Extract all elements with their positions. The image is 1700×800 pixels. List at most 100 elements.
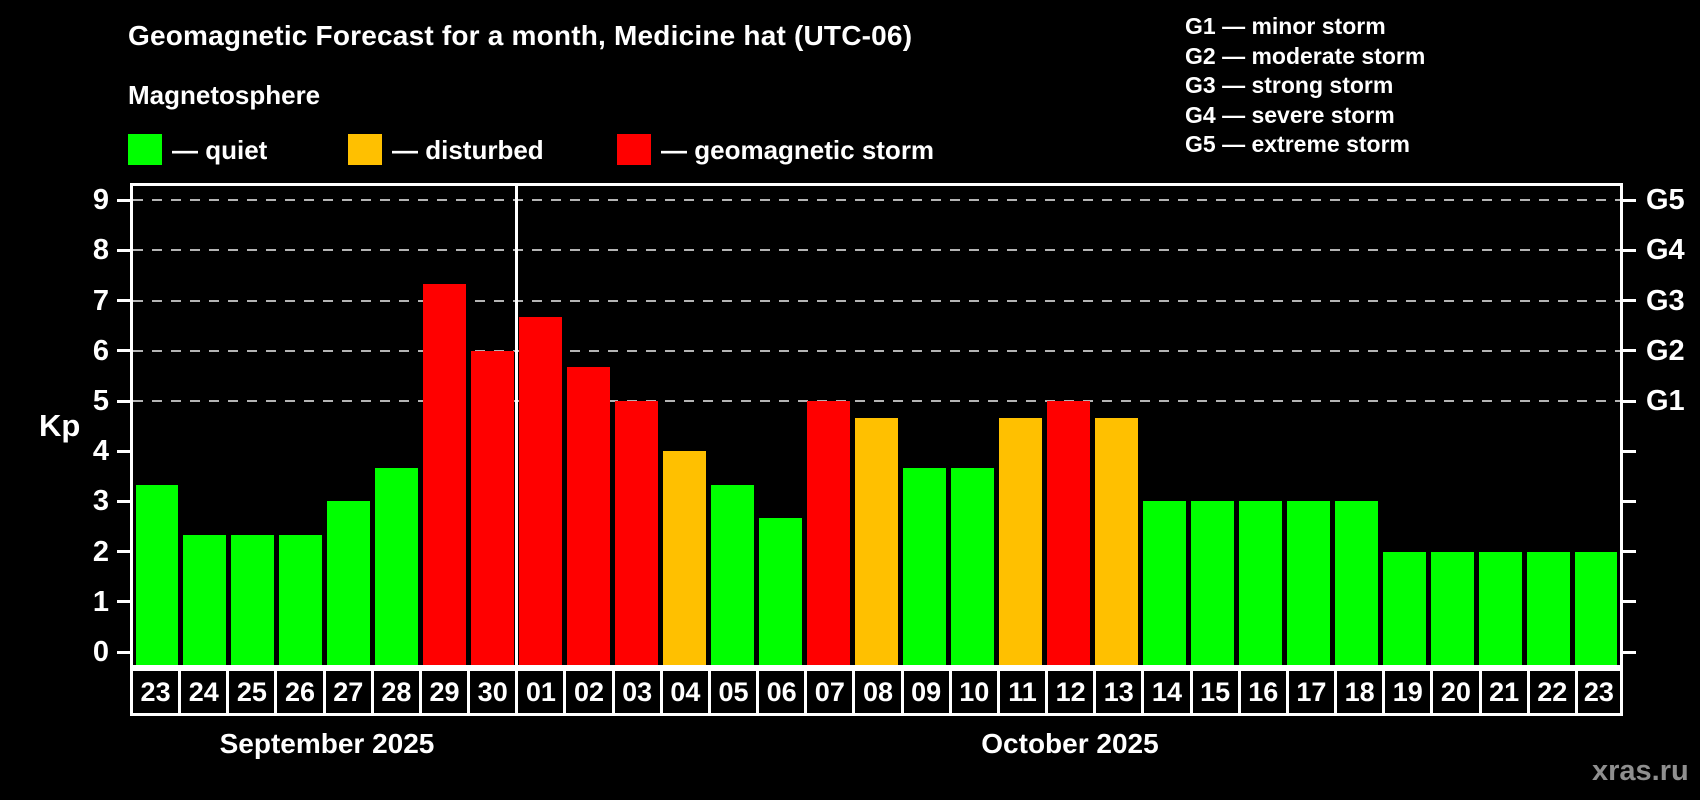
date-label: 01: [525, 676, 556, 707]
right-axis-tick: [1623, 650, 1636, 654]
date-label: 02: [573, 676, 605, 707]
y-axis-tick-label: 6: [92, 334, 109, 367]
date-label-box: 18: [1334, 668, 1386, 716]
date-label: 24: [188, 676, 219, 707]
kp-bar: [1046, 401, 1090, 665]
y-axis-tick-label: 7: [92, 284, 109, 317]
kp-bar: [375, 467, 419, 665]
date-label-box: 17: [1285, 668, 1338, 716]
disturbed-legend-label: — disturbed: [392, 135, 544, 165]
y-axis-tick-label: 2: [92, 535, 109, 568]
date-label-box: 11: [996, 668, 1049, 716]
g3-legend-line: G3 — strong storm: [1185, 72, 1394, 98]
right-axis-tick: [1623, 499, 1636, 503]
xras-watermark: xras.ru: [1592, 755, 1689, 787]
date-label-box: 24: [178, 668, 230, 716]
kp-bar: [759, 517, 803, 665]
quiet-legend-label: — quiet: [172, 135, 268, 165]
date-label: 09: [911, 676, 942, 707]
date-label-box: 29: [418, 668, 471, 716]
date-label: 03: [622, 676, 653, 707]
kp-bar: [855, 417, 898, 665]
y-axis-tick: [117, 650, 130, 654]
date-label-box: 25: [226, 668, 278, 716]
kp-bar: [327, 501, 371, 665]
kp-bar: [1430, 551, 1474, 665]
kp-bar: [807, 401, 850, 665]
g-level-label: G1: [1646, 385, 1685, 417]
g-level-gridline: [133, 400, 1620, 402]
y-axis-tick-label: 3: [92, 485, 109, 518]
month-label-september: September 2025: [219, 728, 435, 759]
date-label: 21: [1489, 676, 1520, 707]
y-axis-tick-label: 5: [92, 385, 109, 417]
storm-legend-swatch: [617, 134, 651, 165]
kp-bar: [1478, 551, 1522, 665]
date-label-box: 19: [1382, 668, 1434, 716]
date-label: 13: [1103, 676, 1134, 707]
right-axis-tick: [1623, 349, 1636, 353]
date-label-box: 08: [852, 668, 904, 716]
y-axis-tick-label: 4: [92, 435, 109, 468]
g-scale-legend: G1 — minor storm G2 — moderate storm G3 …: [1185, 12, 1425, 160]
date-label-box: 20: [1430, 668, 1482, 716]
y-axis-tick-label: 0: [92, 636, 109, 668]
date-label-box: 12: [1045, 668, 1097, 716]
date-label: 12: [1055, 676, 1086, 707]
date-label-box: 09: [900, 668, 952, 716]
date-label-box: 30: [467, 668, 519, 716]
kp-bar: [663, 451, 707, 665]
kp-bar: [1382, 551, 1426, 665]
date-label-box: 03: [611, 668, 663, 716]
date-label: 08: [862, 676, 893, 707]
kp-bar: [423, 284, 467, 665]
date-label: 20: [1440, 676, 1471, 707]
date-label: 07: [814, 676, 845, 707]
kp-bar: [950, 467, 994, 665]
kp-bar: [1142, 501, 1186, 665]
y-axis-tick-label: 8: [92, 234, 109, 267]
kp-bar: [135, 484, 179, 665]
date-label: 30: [477, 676, 508, 707]
g-level-gridline: [133, 349, 1620, 352]
g-level-gridline: [133, 199, 1620, 202]
date-label: 06: [766, 676, 797, 707]
date-label: 17: [1296, 676, 1327, 707]
y-axis-tick: [117, 349, 130, 353]
g-level-label: G3: [1646, 284, 1685, 317]
kp-bar: [902, 467, 946, 665]
right-axis-tick: [1623, 550, 1636, 554]
y-axis-tick: [117, 499, 130, 503]
date-label: 27: [333, 676, 364, 707]
month-separator-line: [515, 186, 519, 665]
kp-bar: [1286, 501, 1330, 665]
date-label: 23: [140, 676, 171, 707]
date-label-box: 16: [1237, 668, 1289, 716]
date-label: 11: [1008, 676, 1037, 707]
date-label-box: 02: [563, 668, 615, 716]
g-level-gridline: [133, 249, 1620, 252]
date-label-box: 21: [1478, 668, 1530, 716]
kp-bar: [1094, 417, 1138, 665]
g4-legend-line: G4 — severe storm: [1185, 101, 1395, 128]
date-label: 14: [1151, 676, 1182, 707]
date-label-box: 26: [274, 668, 326, 716]
date-label: 10: [959, 676, 990, 707]
kp-bar: [567, 367, 611, 665]
right-axis-tick: [1623, 198, 1636, 202]
date-label-box: 04: [659, 668, 711, 716]
date-label-box: 07: [804, 668, 856, 716]
date-label: 29: [429, 676, 460, 707]
kp-bar-chart-plot: 0 1 2 3 4 5 6 7 8 9 G1 G2 G3 G4 G5 Kp: [39, 183, 1685, 668]
date-label: 28: [381, 676, 412, 707]
date-label: 23: [1583, 676, 1614, 707]
right-axis-tick: [1623, 600, 1636, 604]
right-axis-tick: [1623, 399, 1636, 403]
chart-title: Geomagnetic Forecast for a month, Medici…: [128, 20, 913, 51]
disturbed-legend-swatch: [348, 134, 382, 165]
y-axis-tick: [117, 248, 130, 252]
date-label: 18: [1344, 676, 1375, 707]
kp-bar: [279, 535, 323, 665]
date-label: 19: [1392, 676, 1423, 707]
date-label-box: 01: [515, 668, 567, 716]
